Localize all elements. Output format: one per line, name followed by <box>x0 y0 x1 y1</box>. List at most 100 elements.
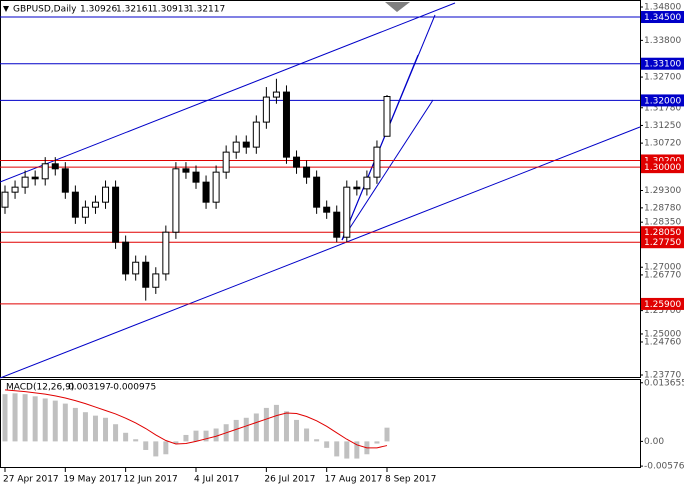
candle-body <box>31 176 39 180</box>
candle-body <box>182 168 190 173</box>
x-tick-label: 27 Apr 2017 <box>3 475 59 485</box>
level-box <box>641 11 684 24</box>
symbol-marker <box>3 6 9 12</box>
candle-body <box>192 171 200 183</box>
candle-body <box>202 181 210 203</box>
y-tick-label: 1.27000 <box>644 263 681 273</box>
y-tick-label: 1.28350 <box>644 218 681 228</box>
y-tick-label: 0.00 <box>644 437 664 447</box>
histogram-bar <box>213 428 219 442</box>
symbol-title: GBPUSD,Daily <box>13 5 77 15</box>
candle-body <box>222 151 230 173</box>
candle-body <box>272 91 280 98</box>
candle-body <box>303 166 311 178</box>
histogram-bar <box>203 430 209 442</box>
histogram-bar <box>253 413 259 442</box>
candle-body <box>112 186 120 243</box>
y-tick-label: 1.23770 <box>644 370 681 380</box>
candle-body <box>162 231 170 275</box>
histogram-bar <box>193 430 199 442</box>
histogram-bar <box>163 441 169 455</box>
candle-body <box>363 176 371 190</box>
candle-body <box>212 171 220 203</box>
x-tick-label: 8 Sep 2017 <box>385 475 436 485</box>
candle-body <box>152 273 160 288</box>
histogram-bar <box>12 393 18 442</box>
candle-body <box>242 141 250 148</box>
histogram-bar <box>354 441 360 459</box>
y-tick-label: -0.00576 <box>644 462 684 472</box>
x-tick-label: 4 Jul 2017 <box>194 475 239 485</box>
y-tick-label: 1.32700 <box>644 73 681 83</box>
y-tick-label: 1.28780 <box>644 203 681 213</box>
channel-upper <box>0 2 456 183</box>
level-label: 1.34500 <box>644 13 681 23</box>
candle-body <box>61 168 69 193</box>
price-panel <box>0 0 641 378</box>
y-tick-label: 1.25700 <box>644 306 681 316</box>
candle-body <box>132 261 140 275</box>
histogram-bar <box>133 439 139 442</box>
x-tick-label: 17 Aug 2017 <box>325 475 383 485</box>
ohlc-value: 1.32161 <box>116 5 153 15</box>
histogram-bar <box>294 419 300 442</box>
level-box <box>641 236 684 249</box>
candle-body <box>81 206 89 218</box>
histogram-bar <box>304 428 310 442</box>
histogram-bar <box>173 441 179 444</box>
y-tick-label: 1.24760 <box>644 337 681 347</box>
histogram-bar <box>52 400 58 442</box>
ohlc-value: 1.32117 <box>188 5 225 15</box>
signal-line <box>4 389 388 449</box>
candle-body <box>293 156 301 168</box>
level-label: 1.27750 <box>644 238 681 248</box>
histogram-bar <box>344 441 350 459</box>
candle-body <box>51 163 59 170</box>
histogram-bar <box>314 439 320 442</box>
channel-lower <box>0 126 641 379</box>
candle-body <box>383 96 391 137</box>
candle-body <box>343 186 351 238</box>
candle-body <box>262 96 270 123</box>
candle-body <box>91 201 99 208</box>
histogram-bar <box>32 396 38 442</box>
level-box <box>641 57 684 70</box>
level-label: 1.30000 <box>644 163 681 173</box>
candle-body <box>333 211 341 238</box>
y-tick-label: 1.31780 <box>644 103 681 113</box>
x-tick-label: 12 Jun 2017 <box>124 475 178 485</box>
candle-body <box>21 176 29 188</box>
candle-body <box>282 91 290 158</box>
level-box <box>641 161 684 174</box>
trend-lines <box>0 2 641 379</box>
candle-body <box>41 163 49 180</box>
ohlc-value: 1.30926 <box>80 5 117 15</box>
histogram-bar <box>243 417 249 442</box>
histogram-bar <box>62 403 68 442</box>
candle-body <box>252 121 260 148</box>
histogram-bar <box>153 441 159 457</box>
candle-body <box>102 186 110 203</box>
y-tick-label: 1.29300 <box>644 186 681 196</box>
candle-body <box>353 186 361 190</box>
level-label: 1.32000 <box>644 96 681 106</box>
level-box <box>641 297 684 310</box>
histogram-bar <box>283 411 289 442</box>
y-tick-label: 1.26770 <box>644 270 681 280</box>
histogram-bar <box>334 441 340 457</box>
y-tick-label: 1.25000 <box>644 329 681 339</box>
y-tick-label: 1.30720 <box>644 139 681 149</box>
histogram-bar <box>374 441 380 444</box>
macd-title: MACD(12,26,9) <box>6 383 74 393</box>
histogram-bar <box>92 415 98 442</box>
histogram-bar <box>2 394 8 442</box>
shift-marker <box>385 2 410 12</box>
histogram-bar <box>113 424 119 442</box>
level-box <box>641 94 684 107</box>
candle-body <box>142 261 150 288</box>
y-tick-label: 1.33800 <box>644 36 681 46</box>
macd-panel <box>0 379 641 468</box>
histogram-bar <box>384 427 390 442</box>
level-box <box>641 226 684 239</box>
